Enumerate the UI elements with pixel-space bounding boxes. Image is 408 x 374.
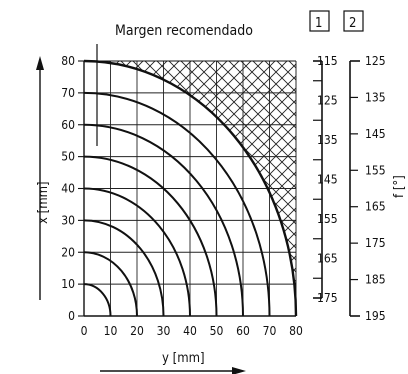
chart-title: Margen recomendado bbox=[115, 23, 253, 39]
x-tick-label: 40 bbox=[183, 324, 197, 338]
scale-1-tick-label: 165 bbox=[317, 252, 338, 266]
scale-2-tick-label: 145 bbox=[365, 127, 386, 141]
x-tick-label: 30 bbox=[157, 324, 171, 338]
arc-r70 bbox=[83, 91, 271, 317]
y-tick-label: 60 bbox=[61, 118, 75, 132]
scale-1-tick-label: 175 bbox=[317, 291, 338, 305]
y-tick-label: 40 bbox=[61, 182, 75, 196]
scale-2-tick-label: 175 bbox=[365, 236, 386, 250]
x-tick-label: 20 bbox=[130, 324, 144, 338]
y-tick-label: 10 bbox=[61, 277, 75, 291]
scale-1-tick-label: 115 bbox=[317, 54, 338, 68]
y-tick-label: 20 bbox=[61, 245, 75, 259]
scale-2-tick-label: 135 bbox=[365, 90, 386, 104]
x-tick-label: 80 bbox=[289, 324, 303, 338]
scale-2-tick-label: 125 bbox=[365, 54, 386, 68]
arc-r10 bbox=[83, 283, 112, 317]
scale-2-label-box: 2 bbox=[343, 10, 364, 32]
y-tick-label: 50 bbox=[61, 150, 75, 164]
x-axis-title: y [mm] bbox=[162, 351, 205, 366]
arc-r20 bbox=[83, 251, 138, 317]
y-tick-label: 0 bbox=[68, 309, 75, 323]
scale-1-tick-label: 125 bbox=[317, 94, 338, 108]
scale-1-label-box: 1 bbox=[309, 10, 330, 32]
scale-2-tick-label: 185 bbox=[365, 273, 386, 287]
x-tick-label: 0 bbox=[81, 324, 88, 338]
scale-1-label: 1 bbox=[315, 16, 322, 31]
arc-r80 bbox=[83, 59, 298, 317]
scale-1-tick-label: 155 bbox=[317, 212, 338, 226]
x-tick-label: 60 bbox=[236, 324, 250, 338]
x-axis-arrowhead bbox=[232, 367, 246, 374]
scale-2-label: 2 bbox=[349, 16, 356, 31]
y-tick-label: 80 bbox=[61, 54, 75, 68]
x-tick-label: 70 bbox=[263, 324, 277, 338]
y-tick-label: 70 bbox=[61, 86, 75, 100]
scale-1-tick-label: 145 bbox=[317, 173, 338, 187]
scale-2-tick-label: 155 bbox=[365, 163, 386, 177]
scale-1-tick-label: 135 bbox=[317, 133, 338, 147]
arc-r40 bbox=[83, 187, 191, 317]
arc-r30 bbox=[83, 219, 165, 317]
y-axis-title: x [mm] bbox=[36, 181, 51, 224]
scale-2-tick-label: 165 bbox=[365, 200, 386, 214]
x-tick-label: 10 bbox=[104, 324, 118, 338]
arc-r60 bbox=[83, 123, 244, 317]
scale-2-tick-label: 195 bbox=[365, 309, 386, 323]
right-axis-fragment: f [°] bbox=[392, 175, 407, 198]
arc-r50 bbox=[83, 155, 218, 317]
y-axis-arrowhead bbox=[36, 56, 44, 70]
y-tick-label: 30 bbox=[61, 213, 75, 227]
x-tick-label: 50 bbox=[210, 324, 224, 338]
